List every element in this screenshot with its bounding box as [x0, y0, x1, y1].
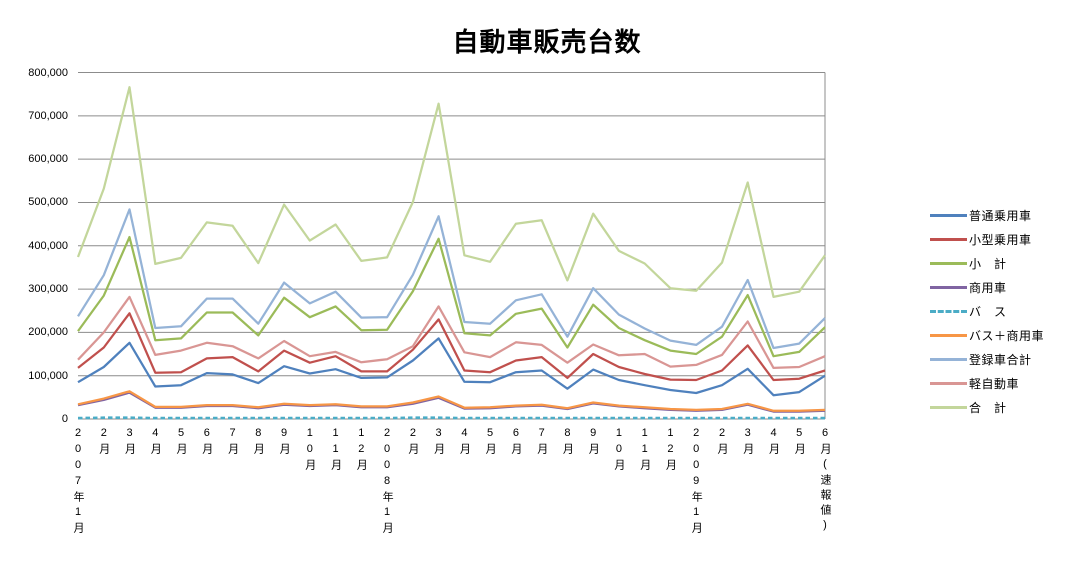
x-axis-tick-label: 3月 — [432, 427, 445, 458]
x-axis-tick-label: 12月 — [664, 427, 677, 474]
y-axis-tick-label: 800,000 — [28, 66, 68, 79]
legend-item: バス＋商用車 — [930, 327, 1044, 343]
legend-item: 登録車合計 — [930, 351, 1032, 367]
x-axis-tick-label: 3月 — [123, 427, 136, 458]
legend-item: 小 計 — [930, 255, 1007, 271]
x-axis-tick-label: 12月 — [355, 427, 368, 474]
x-axis-tick-label: 5月 — [484, 427, 497, 458]
legend-swatch — [930, 333, 967, 337]
legend-label: 商用車 — [969, 280, 1007, 295]
legend-item: バ ス — [930, 303, 1007, 319]
y-axis-tick-label: 300,000 — [28, 283, 68, 296]
x-axis-tick-label: 2月 — [716, 427, 728, 458]
x-axis-tick-label: 11月 — [329, 427, 342, 474]
legend-label: 普通乗用車 — [969, 208, 1032, 223]
x-axis-tick-label: 9月 — [278, 427, 291, 458]
x-axis-tick-label: 8月 — [252, 427, 265, 458]
x-axis-tick-label: 4月 — [458, 427, 471, 458]
y-axis-tick-label: 100,000 — [28, 369, 68, 382]
series-line-5 — [77, 390, 826, 412]
x-axis-tick-label: 2月 — [406, 427, 419, 458]
x-axis-tick-label: 7月 — [535, 427, 548, 458]
x-axis-tick-label: 5月 — [793, 427, 806, 458]
series-line-8 — [76, 86, 826, 299]
series-line-1 — [77, 312, 826, 382]
x-axis-tick-label: 7月 — [226, 427, 239, 458]
x-axis-tick-label: 2月 — [97, 427, 110, 458]
y-axis-tick-label: 700,000 — [28, 109, 68, 122]
x-axis-tick-label: 10月 — [612, 427, 625, 474]
legend-swatch — [930, 357, 967, 361]
legend-swatch — [930, 381, 967, 385]
x-axis-tick-label: 2007年1月 — [72, 427, 84, 537]
legend-label: 登録車合計 — [969, 352, 1032, 367]
legend-swatch — [930, 237, 967, 241]
legend-label: バ ス — [969, 304, 1007, 319]
legend-swatch — [930, 261, 967, 265]
x-axis-tick-label: 10月 — [303, 427, 316, 474]
legend-swatch — [930, 309, 967, 313]
x-axis-tick-label: 11月 — [638, 427, 651, 474]
series-line-2 — [77, 235, 826, 358]
x-axis-tick-label: 4月 — [767, 427, 780, 458]
x-axis-tick-label: 4月 — [149, 427, 162, 458]
legend-label: 合 計 — [969, 400, 1007, 415]
y-axis-tick-label: 600,000 — [28, 153, 68, 166]
y-axis-tick-label: 400,000 — [28, 239, 68, 252]
y-axis-tick-label: 200,000 — [28, 326, 68, 339]
x-axis-tick-label: 5月 — [175, 427, 187, 458]
legend-item: 小型乗用車 — [930, 231, 1032, 247]
x-axis-tick-label: 9月 — [587, 427, 600, 458]
x-axis-tick-label: 2009年1月 — [690, 427, 703, 537]
x-axis-tick-label: 6月(速報値) — [819, 427, 831, 535]
legend-label: 小型乗用車 — [969, 232, 1032, 247]
legend-item: 合 計 — [930, 399, 1007, 415]
series-line-6 — [77, 208, 826, 350]
x-axis-tick-label: 3月 — [741, 427, 754, 458]
legend-swatch — [930, 285, 967, 289]
legend-item: 軽自動車 — [930, 375, 1019, 391]
y-axis-tick-label: 0 — [61, 413, 68, 425]
legend-swatch — [930, 405, 967, 409]
legend-label: 小 計 — [969, 256, 1007, 271]
x-axis-tick-label: 6月 — [200, 427, 213, 458]
legend-item: 普通乗用車 — [930, 207, 1032, 223]
series-line-0 — [77, 337, 826, 397]
legend-label: 軽自動車 — [969, 376, 1020, 391]
legend-label: バス＋商用車 — [969, 328, 1045, 343]
legend-swatch — [930, 213, 967, 217]
y-axis-tick-label: 500,000 — [28, 196, 68, 209]
x-axis-tick-label: 2008年1月 — [381, 427, 394, 537]
chart-title: 自動車販売台数 — [452, 27, 642, 57]
x-axis-tick-label: 6月 — [509, 427, 522, 458]
series-line-7 — [77, 295, 826, 370]
legend-item: 商用車 — [930, 279, 1007, 295]
x-axis-tick-label: 8月 — [561, 427, 574, 458]
